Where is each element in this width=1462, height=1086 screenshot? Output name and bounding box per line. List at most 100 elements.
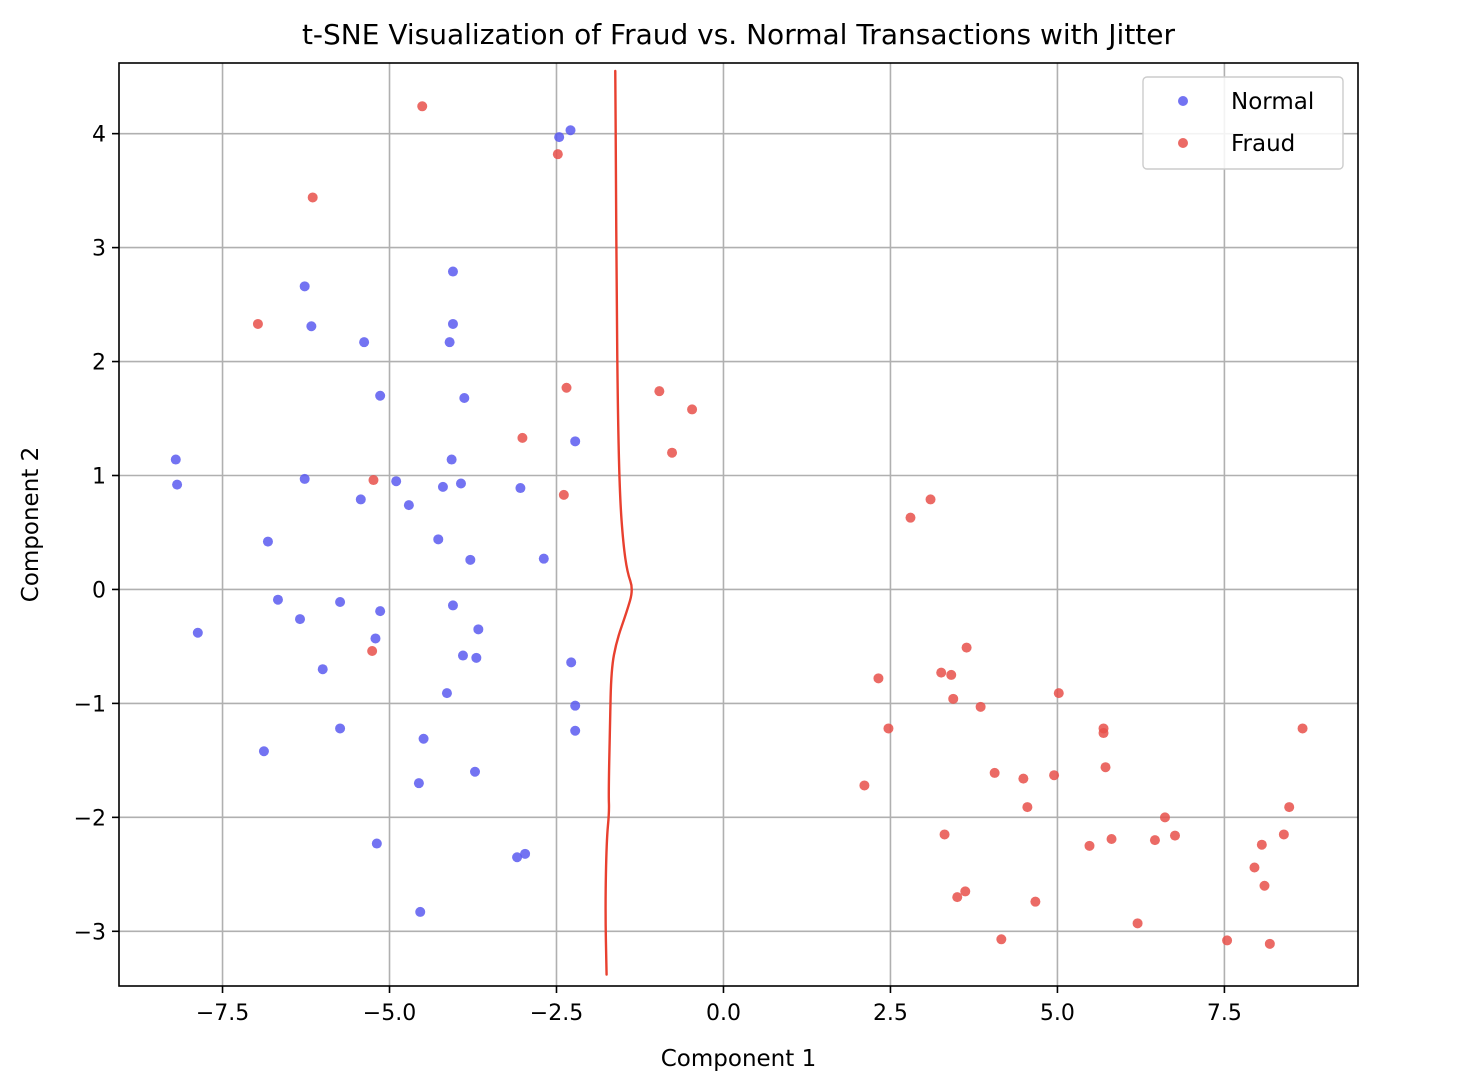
data-point <box>520 848 531 859</box>
data-point <box>566 657 577 668</box>
legend-marker <box>1178 96 1188 106</box>
legend: Normal Fraud <box>1142 76 1344 170</box>
data-point <box>317 664 328 675</box>
data-point <box>687 404 698 415</box>
data-point <box>307 192 318 203</box>
data-point <box>371 838 382 849</box>
data-point <box>252 318 263 329</box>
data-point <box>433 534 444 545</box>
data-point <box>172 479 183 490</box>
data-point <box>1098 728 1109 739</box>
y-tick-label: −3 <box>74 920 106 945</box>
data-point <box>1297 723 1308 734</box>
data-point <box>295 614 306 625</box>
data-point <box>1132 918 1143 929</box>
data-point <box>465 554 476 565</box>
data-point <box>437 481 448 492</box>
data-point <box>447 600 458 611</box>
data-point <box>457 650 468 661</box>
data-point <box>1030 896 1041 907</box>
data-point <box>565 125 576 136</box>
data-point <box>1100 762 1111 773</box>
data-point <box>946 669 957 680</box>
data-point <box>1018 773 1029 784</box>
data-point <box>996 934 1007 945</box>
y-axis-label: Component 2 <box>18 447 44 602</box>
data-point <box>989 767 1000 778</box>
data-point <box>447 266 458 277</box>
legend-label: Normal <box>1231 89 1314 115</box>
data-point <box>1084 840 1095 851</box>
data-point <box>441 688 452 699</box>
data-point <box>368 475 379 486</box>
data-point <box>905 512 916 523</box>
data-point <box>512 852 523 863</box>
y-tick-label: 1 <box>92 465 106 490</box>
y-tick-label: 4 <box>92 123 106 148</box>
data-point <box>515 483 526 494</box>
data-point <box>1053 688 1064 699</box>
x-tick-label: 5.0 <box>1040 1001 1075 1026</box>
data-point <box>554 132 565 143</box>
data-point <box>170 454 181 465</box>
data-point <box>370 633 381 644</box>
data-point <box>403 500 414 511</box>
data-point <box>667 447 678 458</box>
data-point <box>473 624 484 635</box>
y-tick-label: −2 <box>74 806 106 831</box>
data-point <box>939 829 950 840</box>
data-point <box>262 536 273 547</box>
data-point <box>952 892 963 903</box>
data-point <box>925 494 936 505</box>
data-point <box>859 780 870 791</box>
data-point <box>1106 834 1117 845</box>
data-point <box>1022 802 1033 813</box>
data-point <box>570 725 581 736</box>
data-point <box>1249 862 1260 873</box>
data-point <box>1159 812 1170 823</box>
data-point <box>335 723 346 734</box>
y-tick-label: 0 <box>92 578 106 603</box>
x-tick-label: 7.5 <box>1207 1001 1242 1026</box>
data-point <box>444 337 455 348</box>
data-point <box>192 627 203 638</box>
data-point <box>654 386 665 397</box>
data-point <box>936 667 947 678</box>
plot-frame <box>118 62 1359 987</box>
data-point <box>1284 802 1295 813</box>
data-point <box>306 321 317 332</box>
data-point <box>873 673 884 684</box>
data-point <box>570 436 581 447</box>
annotation-layer <box>604 69 633 976</box>
data-point <box>417 101 428 112</box>
data-point <box>1259 880 1270 891</box>
data-point <box>375 606 386 617</box>
data-point <box>1149 835 1160 846</box>
data-point <box>975 701 986 712</box>
data-point <box>470 766 481 777</box>
data-point <box>960 886 971 897</box>
x-axis-label: Component 1 <box>661 1046 816 1072</box>
data-point <box>447 318 458 329</box>
data-point <box>961 642 972 653</box>
legend-label: Fraud <box>1231 131 1295 157</box>
data-point <box>558 489 569 500</box>
grid <box>119 63 1358 986</box>
data-point <box>413 778 424 789</box>
y-tick-label: 3 <box>92 237 106 262</box>
data-point <box>1278 829 1289 840</box>
data-point <box>446 454 457 465</box>
data-point <box>299 281 310 292</box>
series-normal <box>170 125 581 917</box>
data-point <box>538 553 549 564</box>
data-point <box>1169 830 1180 841</box>
data-point <box>258 746 269 757</box>
data-point <box>299 473 310 484</box>
chart-title: t-SNE Visualization of Fraud vs. Normal … <box>302 18 1176 51</box>
data-point <box>355 494 366 505</box>
x-tick-label: 0.0 <box>706 1001 741 1026</box>
data-point <box>335 596 346 607</box>
data-point <box>517 432 528 443</box>
hand-drawn-curve <box>604 69 633 976</box>
